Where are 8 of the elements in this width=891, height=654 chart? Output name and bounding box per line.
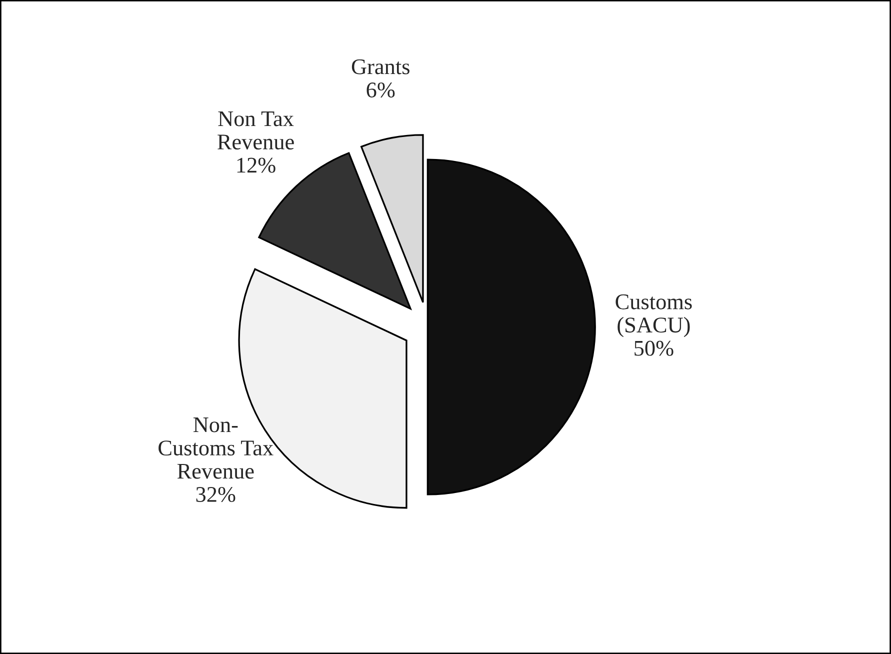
data-label: 6% — [366, 82, 395, 98]
slice-label: Customs (SACU) — [616, 294, 692, 338]
slice-label: Non- Customs Tax Revenue — [158, 418, 274, 479]
slice-label: Grants — [352, 59, 410, 74]
data-label: 50% — [634, 340, 674, 356]
slice-label: Non Tax Revenue — [218, 111, 294, 150]
data-label: 12% — [237, 158, 276, 173]
data-label: 32% — [196, 486, 236, 502]
